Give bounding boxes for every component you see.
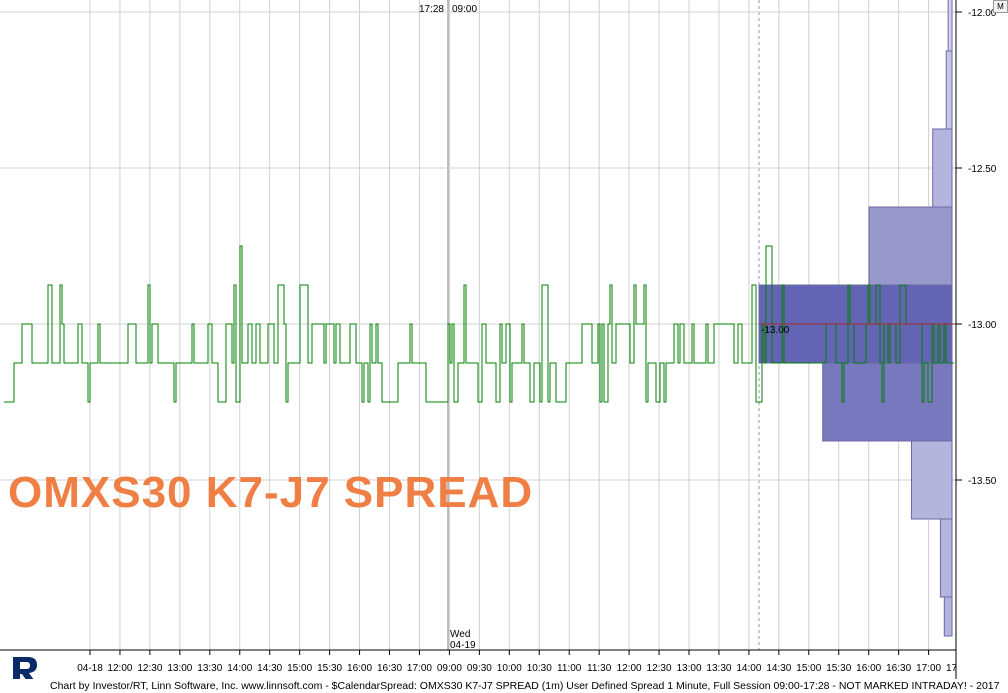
profile-bar: [939, 518, 953, 598]
session-break-top-label: 17:28: [419, 4, 444, 15]
y-tick-label: -13.00: [968, 320, 997, 331]
session-break-date-label: 04-19: [450, 640, 476, 651]
price-line: [4, 245, 954, 403]
chart-title: OMXS30 K7-J7 SPREAD: [8, 468, 533, 517]
session-break-day-label: Wed: [450, 629, 470, 640]
volume-profile: [758, 0, 953, 637]
x-axis: 04-18 12:00 12:30 13:00 13:30 14:00 14:30 15:00…: [0, 4, 1008, 679]
x-tick-label: 09:00: [437, 663, 462, 674]
y-axis: -12.00 -12.50 -13.00 -13.50: [955, 0, 1008, 679]
y-tick-label: -12.00: [968, 8, 997, 19]
x-tick-label: 14:30: [257, 663, 282, 674]
profile-bar: [868, 206, 953, 286]
last-price-label: -13.00: [761, 325, 790, 336]
x-tick-label: 14:30: [766, 663, 791, 674]
x-tick-label: 16:30: [886, 663, 911, 674]
x-tick-label: 16:00: [856, 663, 881, 674]
footer-text: Chart by Investor/RT, Linn Software, Inc…: [50, 680, 1000, 692]
profile-bar: [943, 596, 953, 637]
x-tick-label: 12:00: [107, 663, 132, 674]
x-tick-label: 15:00: [287, 663, 312, 674]
x-tick-label: 10:30: [527, 663, 552, 674]
x-tick-label: 12:00: [617, 663, 642, 674]
profile-bar: [947, 0, 953, 52]
y-axis-band: [956, 0, 1008, 679]
x-tick-label: 12:30: [137, 663, 162, 674]
x-tick-label: 11:00: [557, 663, 582, 674]
x-tick-label: 15:00: [796, 663, 821, 674]
x-tick-label: 15:30: [317, 663, 342, 674]
x-tick-label: 11:30: [587, 663, 612, 674]
profile-bar: [910, 440, 953, 520]
price-series: -13.00: [4, 245, 956, 403]
mode-button[interactable]: M: [993, 0, 1008, 13]
y-tick-label: -13.50: [968, 476, 997, 487]
x-axis-band: [0, 650, 1008, 679]
x-tick-label: 04-18: [77, 663, 103, 674]
profile-bar: [945, 50, 953, 130]
x-tick-label: 17:00: [916, 663, 941, 674]
x-tick-label: 13:30: [706, 663, 731, 674]
x-tick-label: 16:30: [377, 663, 402, 674]
x-tick-label: 14:00: [736, 663, 761, 674]
x-tick-label: 14:00: [227, 663, 252, 674]
x-tick-label: 13:00: [676, 663, 701, 674]
x-tick-label: 17:00: [407, 663, 432, 674]
x-tick-label: 10:00: [497, 663, 522, 674]
y-tick-label: -12.50: [968, 164, 997, 175]
session-break-top-right-label: 09:00: [452, 4, 477, 15]
footer-caption: Chart by Investor/RT, Linn Software, Inc…: [0, 679, 1008, 693]
x-tick-label: 16:00: [347, 663, 372, 674]
x-tick-label: 13:00: [167, 663, 192, 674]
x-tick-label: 09:30: [467, 663, 492, 674]
profile-bar: [932, 128, 953, 208]
x-tick-label: 13:30: [197, 663, 222, 674]
x-tick-label: 15:30: [826, 663, 851, 674]
x-tick-label: 12:30: [647, 663, 672, 674]
